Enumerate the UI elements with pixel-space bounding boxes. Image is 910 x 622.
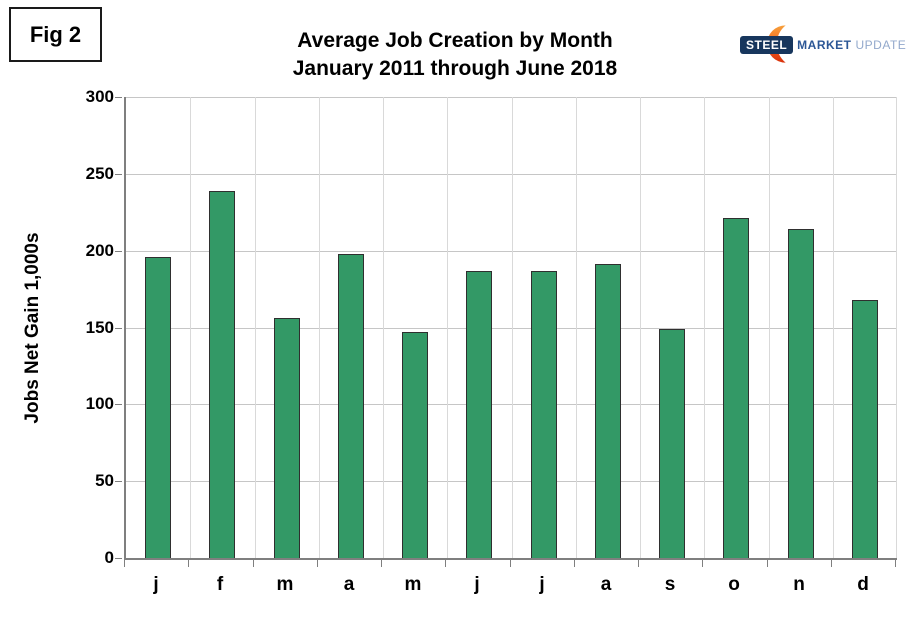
- x-tick-mark: [638, 560, 639, 567]
- bar-j-7: [531, 271, 557, 558]
- logo-words: STEEL MARKET UPDATE: [740, 36, 906, 54]
- logo-update-text: UPDATE: [855, 38, 907, 52]
- x-tick-mark: [381, 560, 382, 567]
- y-tick-label: 50: [95, 471, 114, 490]
- gridline-horizontal: [126, 404, 897, 405]
- x-tick-mark: [124, 560, 125, 567]
- gridline-vertical: [640, 97, 641, 558]
- x-category-label: a: [600, 574, 612, 595]
- y-tick-label: 300: [85, 87, 114, 106]
- y-tick-label: 150: [85, 318, 114, 337]
- x-category-label: m: [276, 574, 294, 595]
- x-tick-mark: [253, 560, 254, 567]
- chart-title-line2: January 2011 through June 2018: [292, 57, 618, 80]
- x-category-label: j: [474, 574, 480, 595]
- logo-market-text: MARKET: [797, 38, 852, 52]
- bar-s-9: [659, 329, 685, 558]
- x-category-label: s: [664, 574, 676, 595]
- bar-j-6: [466, 271, 492, 558]
- x-tick-mark: [445, 560, 446, 567]
- bar-n-11: [788, 229, 814, 558]
- y-tick-label: 0: [104, 548, 114, 567]
- y-tick-mark: [115, 328, 122, 329]
- x-category-label: d: [857, 574, 869, 595]
- gridline-horizontal: [126, 97, 897, 98]
- x-category-label: m: [404, 574, 422, 595]
- x-tick-mark: [831, 560, 832, 567]
- steel-market-update-logo: STEEL MARKET UPDATE: [732, 20, 906, 68]
- gridline-horizontal: [126, 251, 897, 252]
- gridline-vertical: [383, 97, 384, 558]
- chart-title-line1: Average Job Creation by Month: [297, 29, 613, 52]
- logo-steel-badge: STEEL: [740, 36, 794, 54]
- figure-label-box: Fig 2: [9, 7, 102, 62]
- gridline-vertical: [319, 97, 320, 558]
- bar-d-12: [852, 300, 878, 558]
- bar-a-4: [338, 254, 364, 558]
- bar-m-3: [274, 318, 300, 558]
- gridline-vertical: [896, 97, 897, 558]
- bar-o-10: [723, 218, 749, 558]
- y-tick-mark: [115, 404, 122, 405]
- gridline-horizontal: [126, 328, 897, 329]
- y-tick-label: 100: [85, 394, 114, 413]
- x-tick-mark: [510, 560, 511, 567]
- y-tick-mark: [115, 97, 122, 98]
- x-tick-mark: [317, 560, 318, 567]
- y-tick-mark: [115, 481, 122, 482]
- gridline-vertical: [447, 97, 448, 558]
- y-tick-label: 200: [85, 241, 114, 260]
- bar-f-2: [209, 191, 235, 558]
- x-category-label: a: [343, 574, 355, 595]
- y-tick-mark: [115, 174, 122, 175]
- x-tick-mark: [188, 560, 189, 567]
- plot-area: [124, 97, 897, 560]
- gridline-horizontal: [126, 174, 897, 175]
- bar-a-8: [595, 264, 621, 558]
- x-category-label: o: [728, 574, 740, 595]
- bar-j-1: [145, 257, 171, 558]
- gridline-vertical: [769, 97, 770, 558]
- gridline-vertical: [255, 97, 256, 558]
- x-category-label: j: [153, 574, 159, 595]
- x-tick-mark: [895, 560, 896, 567]
- figure-label: Fig 2: [29, 21, 82, 47]
- y-axis-title: Jobs Net Gain 1,000s: [22, 232, 43, 424]
- x-category-label: j: [539, 574, 545, 595]
- gridline-horizontal: [126, 481, 897, 482]
- chart-title: Average Job Creation by Month January 20…: [0, 27, 910, 83]
- gridline-vertical: [576, 97, 577, 558]
- gridline-vertical: [704, 97, 705, 558]
- bar-m-5: [402, 332, 428, 558]
- x-tick-mark: [702, 560, 703, 567]
- x-category-label: f: [216, 574, 224, 595]
- y-tick-mark: [115, 558, 122, 559]
- gridline-vertical: [512, 97, 513, 558]
- x-tick-mark: [574, 560, 575, 567]
- y-tick-mark: [115, 251, 122, 252]
- gridline-vertical: [833, 97, 834, 558]
- y-tick-label: 250: [85, 164, 114, 183]
- x-tick-mark: [767, 560, 768, 567]
- x-category-label: n: [793, 574, 805, 595]
- gridline-vertical: [190, 97, 191, 558]
